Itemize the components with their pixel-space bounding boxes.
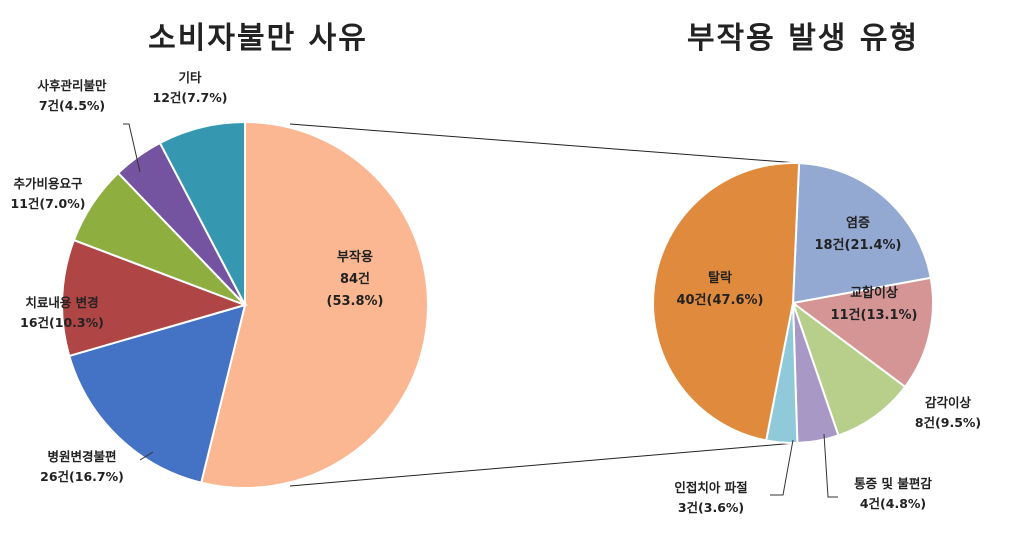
slice-label-추가비용요구: 추가비용요구 [13, 176, 83, 191]
pie-slice-탈락 [652, 162, 801, 442]
pie-slice-병원변경불편 [67, 303, 247, 484]
slice-label-부작용: 부작용 [337, 249, 373, 265]
slice-label-부작용-value: 84건 [340, 271, 370, 287]
leader-line-통증-및-불편감 [823, 433, 838, 498]
pie-slice-감각이상 [791, 300, 907, 437]
leader-line-인접치아-파절 [770, 439, 794, 496]
pie-slice-부작용 [199, 120, 429, 489]
right-pie [652, 162, 934, 444]
pie-slice-교합이상 [790, 276, 934, 389]
slice-label-치료내용-변경: 치료내용 변경 [25, 295, 98, 310]
slice-label-염증: 염증 [846, 215, 870, 231]
connector-lines [289, 123, 800, 487]
slice-label-탈락-value: 40건(47.6%) [676, 292, 763, 308]
slice-label-치료내용-변경-value: 16건(10.3%) [20, 315, 104, 330]
slice-label-통증-및-불편감-value: 4건(4.8%) [860, 496, 926, 511]
slice-label-감각이상-value: 8건(9.5%) [915, 415, 981, 430]
slice-label-교합이상: 교합이상 [850, 285, 898, 301]
slice-label-인접치아-파절: 인접치아 파절 [674, 480, 747, 495]
left-chart-title: 소비자불만 사유 [148, 21, 368, 56]
slice-label-추가비용요구-value: 11건(7.0%) [11, 196, 86, 211]
pie-slice-치료내용-변경 [61, 238, 249, 358]
slice-label-병원변경불편-value: 26건(16.7%) [40, 469, 124, 484]
slice-label-감각이상: 감각이상 [925, 395, 972, 410]
slice-label-통증-및-불편감: 통증 및 불편감 [854, 476, 932, 491]
leader-lines [123, 123, 838, 498]
right-chart-title: 부작용 발생 유형 [687, 21, 919, 56]
slice-label-기타-value: 12건(7.7%) [153, 90, 228, 105]
slice-labels: 부작용 84건 (53.8%) 병원변경불편 26건(16.7%) 치료내용 변경 16건(… [11, 70, 982, 515]
slice-label-병원변경불편: 병원변경불편 [47, 449, 116, 464]
slice-label-교합이상-value: 11건(13.1%) [830, 307, 917, 323]
left-pie [61, 120, 429, 489]
slice-label-기타: 기타 [178, 70, 202, 85]
slice-label-염증-value: 18건(21.4%) [814, 237, 901, 253]
leader-line-병원변경불편 [139, 451, 154, 461]
connector-line-bottom [289, 442, 796, 487]
slice-label-사후관리불만: 사후관리불만 [37, 78, 107, 93]
slice-label-사후관리불만-value: 7건(4.5%) [39, 98, 105, 113]
pie-slice-염증 [791, 162, 932, 305]
connector-line-top [289, 123, 800, 164]
slice-label-탈락: 탈락 [708, 271, 732, 286]
leader-line-사후관리불만 [123, 123, 141, 173]
pie-slice-기타 [158, 120, 246, 306]
slice-label-부작용-value: (53.8%) [327, 294, 384, 309]
slice-label-인접치아-파절-value: 3건(3.6%) [678, 500, 744, 515]
